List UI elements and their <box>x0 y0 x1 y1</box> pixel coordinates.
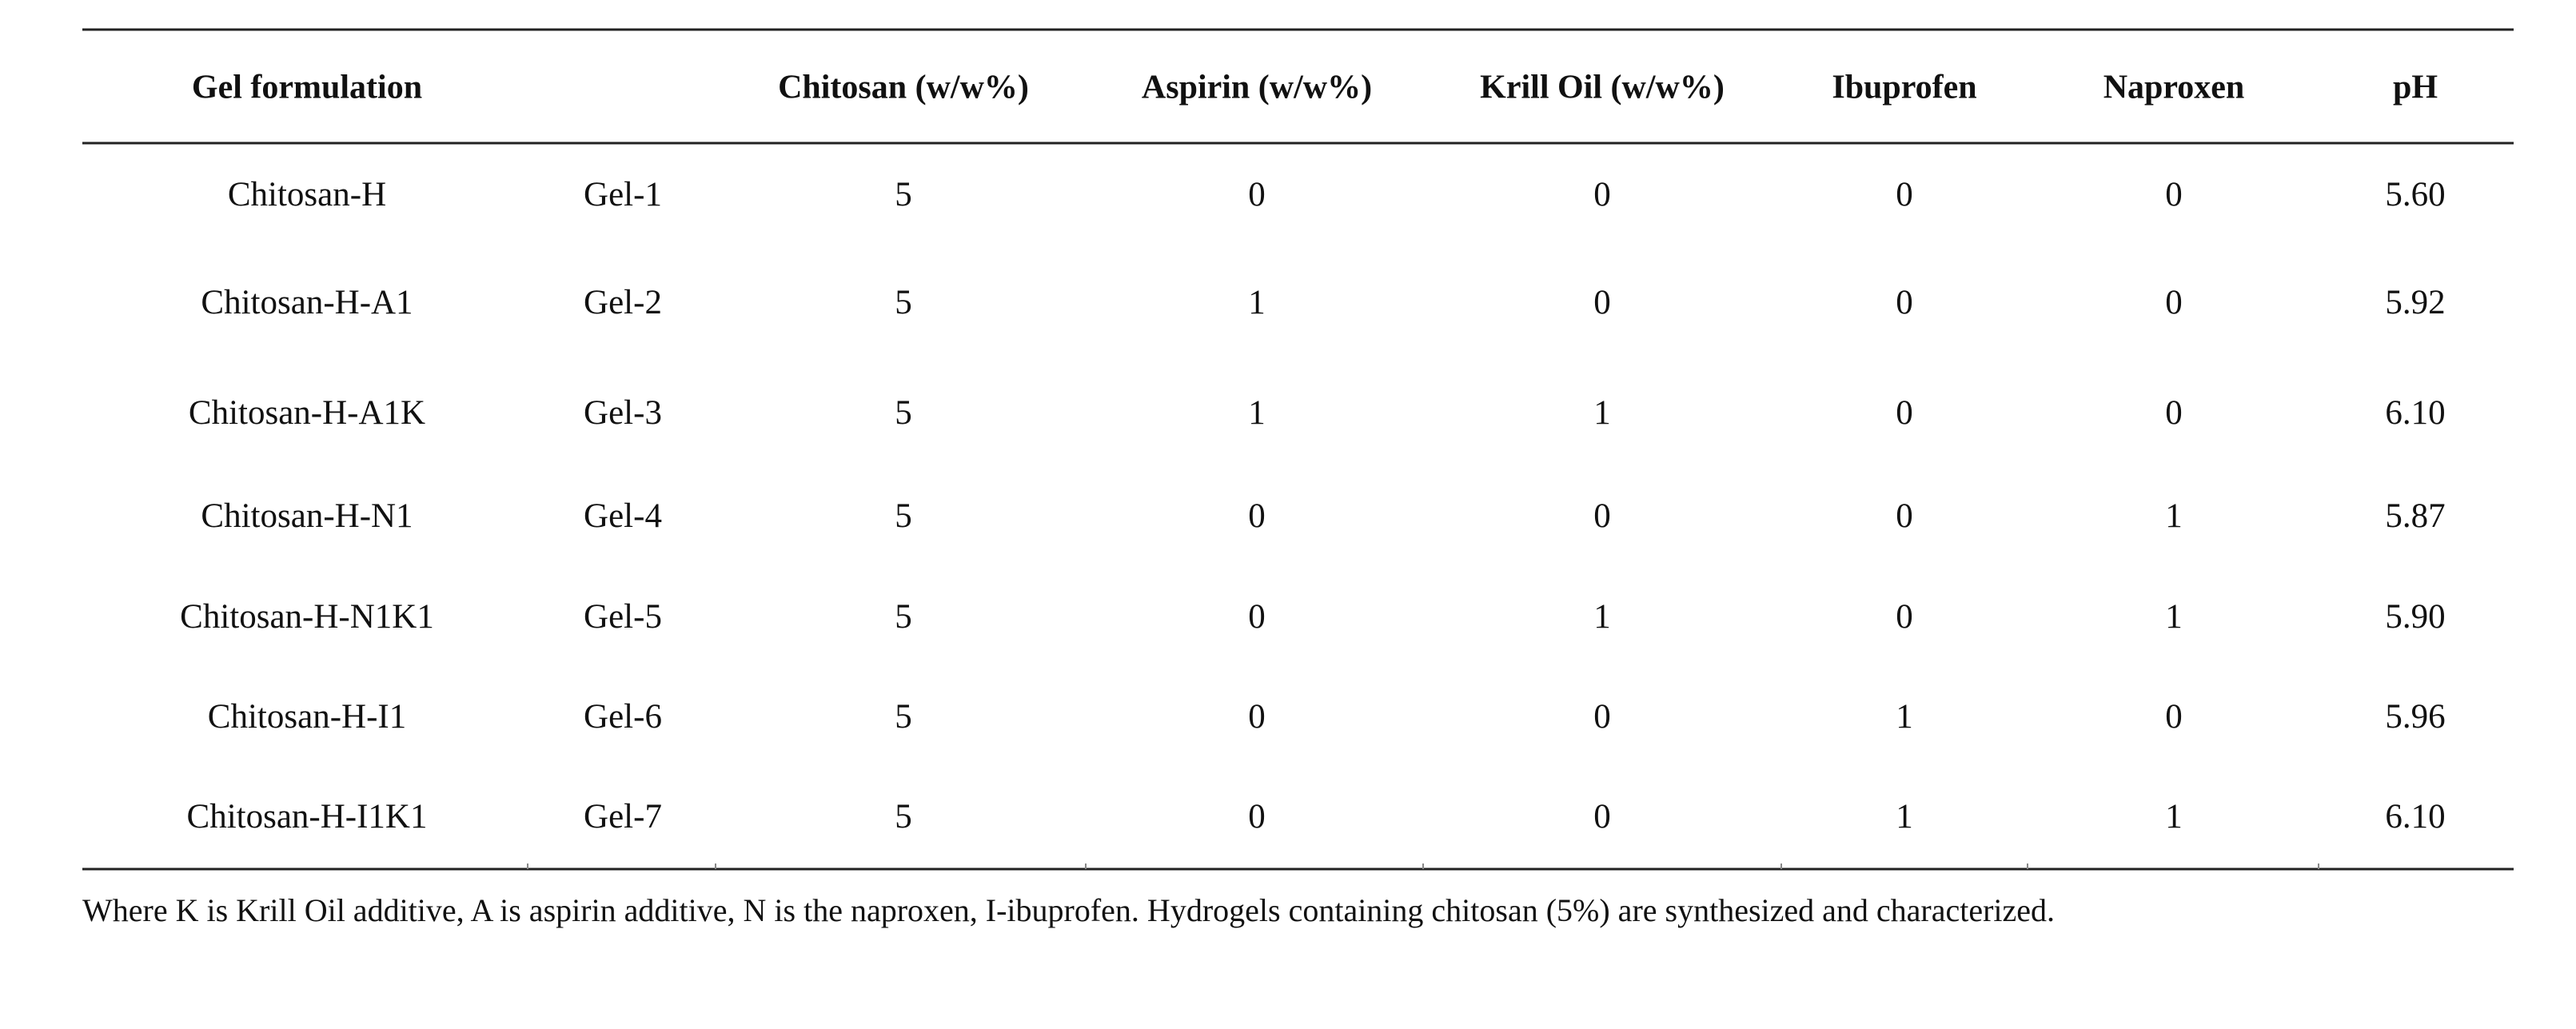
table-cell: 1 <box>1248 284 1266 321</box>
table-cell: Chitosan-H-I1 <box>208 698 406 736</box>
table-cell: 5.60 <box>2385 176 2445 213</box>
table-cell: Gel-5 <box>584 598 662 636</box>
table-cell: 5.90 <box>2385 598 2445 636</box>
header-cell: Krill Oil (w/w%) <box>1480 70 1725 106</box>
table-cell: 1 <box>1896 698 1913 736</box>
table-cell: 1 <box>1593 394 1611 432</box>
table-cell: 0 <box>1896 598 1913 636</box>
table-cell: 0 <box>1593 176 1611 213</box>
header-cell: Chitosan (w/w%) <box>778 70 1029 106</box>
table-cell: 1 <box>1896 798 1913 836</box>
table-cell: Chitosan-H-N1K1 <box>180 598 434 636</box>
footnote: Where K is Krill Oil additive, A is aspi… <box>82 892 2055 928</box>
table-cell: 0 <box>2165 284 2183 321</box>
table-cell: 5 <box>895 497 912 535</box>
table-cell: 6.10 <box>2385 394 2445 432</box>
table-cell: 0 <box>2165 394 2183 432</box>
table-cell: 0 <box>1896 394 1913 432</box>
header-cell: pH <box>2393 70 2438 106</box>
table-cell: Chitosan-H-A1K <box>189 394 425 432</box>
table-cell: Gel-1 <box>584 176 662 213</box>
table-cell: 0 <box>1248 176 1266 213</box>
header-cell: Aspirin (w/w%) <box>1142 70 1372 106</box>
table-cell: 1 <box>2165 497 2183 535</box>
table-cell: Chitosan-H-I1K1 <box>187 798 428 836</box>
table-cell: 0 <box>2165 698 2183 736</box>
table-cell: Gel-3 <box>584 394 662 432</box>
header-cell: Gel formulation <box>192 70 422 106</box>
table-cell: 5.96 <box>2385 698 2445 736</box>
table-cell: Gel-6 <box>584 698 662 736</box>
table-cell: 0 <box>1248 598 1266 636</box>
table-cell: 0 <box>1593 284 1611 321</box>
table-cell: 0 <box>1593 497 1611 535</box>
table-cell: Gel-7 <box>584 798 662 836</box>
table-cell: 1 <box>2165 798 2183 836</box>
table-cell: 0 <box>1248 698 1266 736</box>
table-cell: 5 <box>895 598 912 636</box>
table-cell: 1 <box>2165 598 2183 636</box>
table-cell: Chitosan-H-N1 <box>201 497 413 535</box>
table-cell: 0 <box>1896 284 1913 321</box>
table-cell: 0 <box>1248 798 1266 836</box>
table-cell: Gel-2 <box>584 284 662 321</box>
table-cell: Chitosan-H <box>228 176 386 213</box>
table-cell: 6.10 <box>2385 798 2445 836</box>
table-cell: 1 <box>1248 394 1266 432</box>
table-cell: 0 <box>2165 176 2183 213</box>
table-cell: Chitosan-H-A1 <box>201 284 413 321</box>
header-cell: Ibuprofen <box>1832 70 1976 106</box>
table-cell: 5.87 <box>2385 497 2445 535</box>
table-cell: 0 <box>1896 497 1913 535</box>
table-cell: 5 <box>895 176 912 213</box>
table-cell: 5 <box>895 284 912 321</box>
table-cell: 0 <box>1248 497 1266 535</box>
table-cell: 5 <box>895 394 912 432</box>
table-cell: 0 <box>1593 698 1611 736</box>
table-cell: 0 <box>1593 798 1611 836</box>
table-cell: 5.92 <box>2385 284 2445 321</box>
table-cell: 5 <box>895 698 912 736</box>
table-cell: 5 <box>895 798 912 836</box>
table-cell: 0 <box>1896 176 1913 213</box>
table-cell: Gel-4 <box>584 497 662 535</box>
table-cell: 1 <box>1593 598 1611 636</box>
header-cell: Naproxen <box>2103 70 2245 106</box>
